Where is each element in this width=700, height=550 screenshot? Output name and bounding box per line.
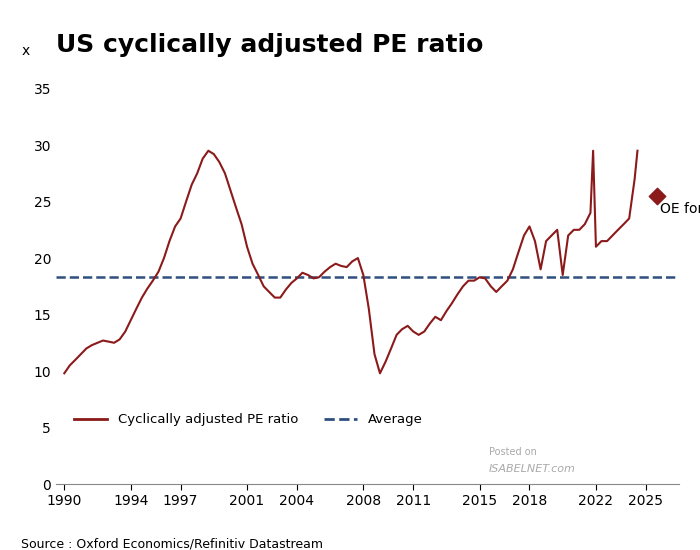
Text: x: x: [22, 43, 30, 58]
Text: US cyclically adjusted PE ratio: US cyclically adjusted PE ratio: [56, 33, 484, 57]
Text: Source : Oxford Economics/Refinitiv Datastream: Source : Oxford Economics/Refinitiv Data…: [21, 537, 323, 550]
Text: OE forecast: OE forecast: [660, 201, 700, 216]
Point: [652, 191, 663, 200]
Text: ISABELNET.com: ISABELNET.com: [489, 464, 576, 474]
Text: Posted on: Posted on: [489, 447, 537, 457]
Legend: Cyclically adjusted PE ratio, Average: Cyclically adjusted PE ratio, Average: [69, 408, 428, 431]
